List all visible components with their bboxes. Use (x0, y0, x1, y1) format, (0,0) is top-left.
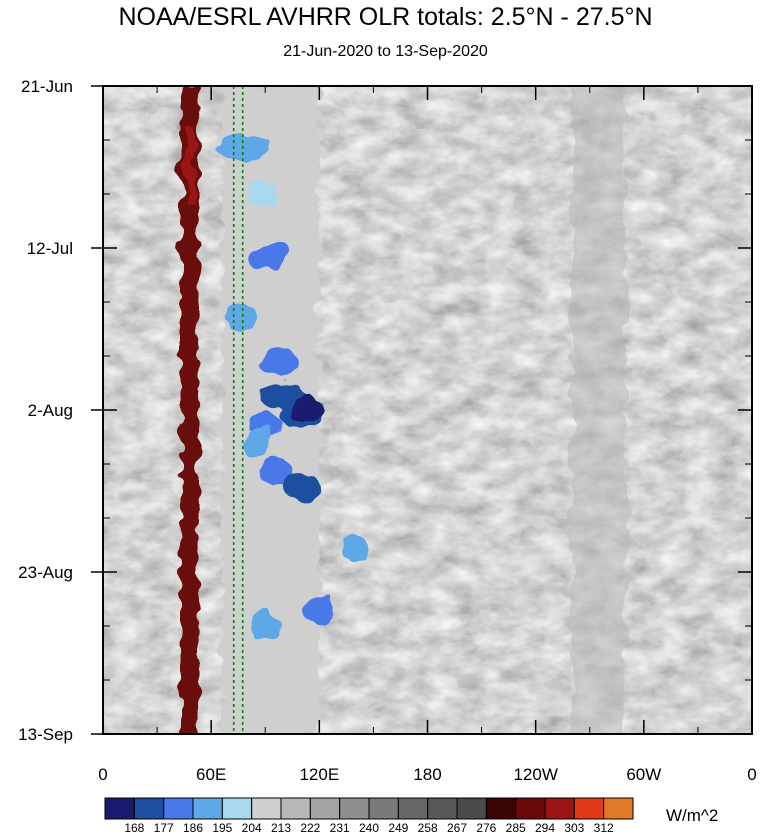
colorbar-level-label: 195 (212, 821, 232, 835)
colorbar-level-label: 249 (388, 821, 408, 835)
colorbar-level-label: 204 (242, 821, 262, 835)
colorbar-swatch (515, 797, 546, 820)
east-pacific-band (571, 86, 626, 734)
x-tick-label: 0 (98, 765, 107, 784)
convection-cell (243, 426, 274, 455)
colorbar-level-label: 267 (447, 821, 467, 835)
colorbar-swatch (397, 797, 429, 820)
convection-cell (342, 534, 369, 563)
convection-cell (217, 133, 270, 162)
colorbar-level-label: 186 (183, 821, 203, 835)
y-tick-label: 2-Aug (28, 401, 73, 420)
dry-band-core (185, 126, 195, 206)
colorbar-swatch (104, 797, 135, 820)
convection-cell (224, 303, 256, 332)
y-tick-label: 23-Aug (18, 563, 73, 582)
colorbar-level-label: 294 (535, 821, 555, 835)
colorbar-swatch (368, 797, 399, 820)
dry-band (180, 86, 199, 734)
y-tick-label: 21-Jun (21, 77, 73, 96)
colorbar-level-label: 177 (154, 821, 174, 835)
colorbar-swatch (603, 797, 634, 820)
colorbar-swatch (163, 797, 194, 820)
colorbar-level-label: 231 (330, 821, 350, 835)
y-tick-label: 13-Sep (18, 725, 73, 744)
colorbar-level-label: 240 (359, 821, 379, 835)
y-tick-label: 12-Jul (27, 239, 73, 258)
x-tick-label: 60W (626, 765, 661, 784)
colorbar-swatch (133, 797, 165, 820)
colorbar-swatch (485, 797, 517, 820)
colorbar-level-label: 213 (271, 821, 291, 835)
colorbar-level-label: 276 (476, 821, 496, 835)
olr-field (103, 86, 752, 734)
colorbar-swatch (221, 797, 253, 820)
colorbar-swatch (280, 797, 311, 820)
colorbar-swatch (544, 797, 575, 820)
chart-subtitle: 21-Jun-2020 to 13-Sep-2020 (283, 43, 488, 60)
x-tick-label: 120E (299, 765, 339, 784)
convection-cell (282, 473, 320, 502)
colorbar-level-label: 222 (300, 821, 320, 835)
x-tick-label: 180 (413, 765, 441, 784)
convection-cell (302, 596, 337, 625)
chart-title: NOAA/ESRL AVHRR OLR totals: 2.5°N - 27.5… (118, 3, 653, 31)
colorbar-swatch (456, 797, 487, 820)
colorbar-swatch (339, 797, 370, 820)
colorbar-level-label: 285 (506, 821, 526, 835)
convection-cell (244, 180, 279, 208)
colorbar-swatch (251, 797, 282, 820)
convection-cell (250, 241, 288, 270)
colorbar-level-label: 168 (124, 821, 144, 835)
x-tick-label: 120W (513, 765, 557, 784)
convection-cell (291, 396, 322, 424)
colorbar-swatch (427, 797, 458, 820)
x-tick-label: 0 (747, 765, 756, 784)
colorbar-level-label: 312 (594, 821, 614, 835)
colorbar-level-label: 303 (564, 821, 584, 835)
colorbar-level-label: 258 (418, 821, 438, 835)
colorbar-swatch (573, 797, 605, 820)
convection-cell (250, 612, 281, 640)
colorbar-swatch (192, 797, 223, 820)
colorbar-swatch (309, 797, 341, 820)
convection-cell (261, 349, 299, 378)
x-tick-label: 60E (196, 765, 226, 784)
colorbar-units: W/m^2 (666, 806, 719, 825)
convection-cell (259, 457, 293, 486)
